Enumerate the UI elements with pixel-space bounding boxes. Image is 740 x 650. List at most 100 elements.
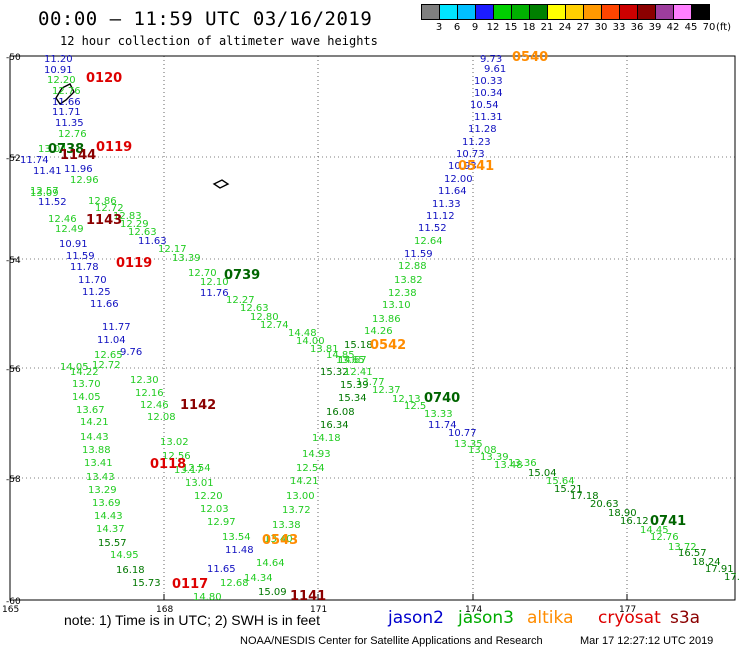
wave-height-label: 10.93 (448, 161, 477, 172)
wave-height-label: 13.09 (30, 188, 59, 199)
lat-tick-label: -52 (6, 154, 21, 164)
lat-tick-label: -58 (6, 475, 21, 485)
wave-height-label: 12.72 (95, 203, 124, 214)
wave-height-label: 12.57 (30, 186, 59, 197)
wave-height-label: 12.46 (140, 400, 169, 411)
wave-height-label: 13.04 (38, 144, 67, 155)
wave-height-label: 16.18 (116, 565, 145, 576)
wave-height-label: 12.29 (120, 219, 149, 230)
wave-height-label: 12.13 (392, 394, 421, 405)
wave-height-label: 14.34 (244, 573, 273, 584)
wave-height-label: 13.29 (88, 485, 117, 496)
wave-height-label: 12.76 (52, 86, 81, 97)
wave-height-label: 12.70 (188, 268, 217, 279)
wave-height-label: 13.39 (480, 452, 509, 463)
wave-height-label: 15.18 (344, 340, 373, 351)
footer-timestamp: Mar 17 12:27:12 UTC 2019 (580, 635, 714, 647)
wave-height-label: 13.67 (76, 405, 105, 416)
wave-height-label: 13.54 (222, 532, 251, 543)
footer-credit: NOAA/NESDIS Center for Satellite Applica… (240, 635, 543, 647)
lat-tick-label: -50 (6, 53, 21, 63)
wave-height-label: 12.63 (128, 227, 157, 238)
legend-altika: altika (527, 608, 574, 628)
wave-height-label: 14.85 (326, 350, 355, 361)
wave-height-label: 14.48 (288, 328, 317, 339)
lon-tick-label: 165 (2, 605, 19, 615)
wave-height-label: 14.21 (290, 476, 319, 487)
wave-height-label: 18.90 (608, 508, 637, 519)
wave-height-label: 14.95 (110, 550, 139, 561)
wave-height-label: 13.10 (382, 300, 411, 311)
color-scale-label: 24 (558, 22, 572, 33)
wave-height-label: 11.59 (66, 251, 95, 262)
wave-height-label: 11.48 (225, 545, 254, 556)
wave-height-label: 15.34 (338, 393, 367, 404)
wave-height-label: 13.82 (394, 275, 423, 286)
wave-height-label: 12.20 (47, 75, 76, 86)
pass-time-label: 0740 (424, 391, 460, 406)
wave-height-label: 12.54 (296, 463, 325, 474)
wave-height-label: 16.34 (320, 420, 349, 431)
wave-height-label: 12.65 (94, 350, 123, 361)
wave-height-label: 10.91 (44, 65, 73, 76)
color-scale-label: 33 (612, 22, 626, 33)
wave-height-label: 13.86 (372, 314, 401, 325)
wave-height-label: 13.43 (86, 472, 115, 483)
wave-height-label: 13.65 (336, 355, 365, 366)
wave-height-label: 17.18 (570, 491, 599, 502)
island-outline (212, 179, 230, 189)
wave-height-label: 17. (724, 572, 740, 583)
pass-time-label: 0741 (650, 514, 686, 529)
pass-time-label: 0119 (96, 140, 132, 155)
color-scale-label: 12 (486, 22, 500, 33)
wave-height-label: 14.45 (640, 525, 669, 536)
color-scale-label: 30 (594, 22, 608, 33)
wave-height-label: 13.70 (72, 379, 101, 390)
color-scale-labels: 3 6 9 12 15 18 21 24 27 30 33 36 39 42 45 70 (421, 22, 731, 34)
wave-height-label: 15.04 (528, 468, 557, 479)
wave-height-label: 11.78 (70, 262, 99, 273)
wave-height-label: 12.96 (70, 175, 99, 186)
color-scale-label: 42 (666, 22, 680, 33)
wave-height-label: 14.18 (312, 433, 341, 444)
wave-height-label: 11.04 (97, 335, 126, 346)
wave-height-label: 16.12 (620, 516, 649, 527)
wave-height-label: 14.43 (80, 432, 109, 443)
legend-cryosat: cryosat (598, 608, 661, 628)
pass-time-label: 0739 (224, 268, 260, 283)
wave-height-label: 12.80 (250, 312, 279, 323)
wave-height-label: 11.41 (33, 166, 62, 177)
lat-tick-label: -54 (6, 256, 21, 266)
wave-height-label: 13.77 (356, 377, 385, 388)
wave-height-label: 15.64 (546, 476, 575, 487)
wave-height-label: 14.21 (80, 417, 109, 428)
wave-height-label: 15.73 (132, 578, 161, 589)
wave-height-label: 13.81 (310, 344, 339, 355)
wave-height-label: 15.39 (340, 380, 369, 391)
lat-tick-label: -56 (6, 365, 21, 375)
wave-height-label: 13.41 (84, 458, 113, 469)
wave-height-label: 14.05 (72, 392, 101, 403)
wave-height-label: 11.12 (426, 211, 455, 222)
wave-height-label: 11.35 (55, 118, 84, 129)
lon-tick-label: 168 (156, 605, 173, 615)
wave-height-label: 12.16 (135, 388, 164, 399)
color-scale-label: 9 (471, 22, 479, 33)
color-scale-bar (421, 4, 710, 20)
lon-tick-label: 177 (619, 605, 636, 615)
wave-height-label: 12.17 (158, 244, 187, 255)
color-scale-label: 27 (576, 22, 590, 33)
legend-s3a: s3a (670, 608, 701, 628)
wave-height-label: 12.97 (207, 517, 236, 528)
wave-height-label: 12.10 (200, 277, 229, 288)
wave-height-label: 13.88 (82, 445, 111, 456)
wave-height-label: 11.71 (52, 107, 81, 118)
wave-height-label: 12.41 (344, 367, 373, 378)
wave-height-label: 11.28 (468, 124, 497, 135)
wave-height-label: 10.77 (448, 428, 477, 439)
wave-height-label: 11.66 (90, 299, 119, 310)
wave-height-label: 11.70 (78, 275, 107, 286)
wave-height-label: 11.31 (474, 112, 503, 123)
wave-height-label: 12.46 (48, 214, 77, 225)
wave-height-label: 12.86 (88, 196, 117, 207)
